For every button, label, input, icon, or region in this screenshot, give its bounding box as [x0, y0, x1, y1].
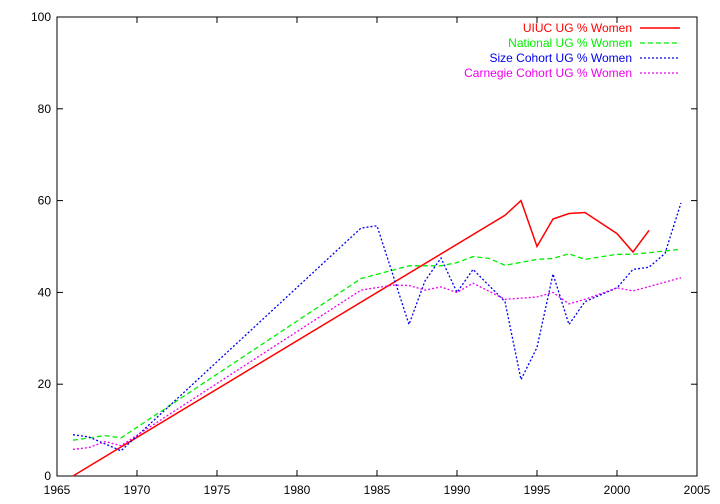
y-tick-label: 20: [38, 377, 52, 391]
ticks: 1965 1970 1975 1980 1985 1990 1995 2000 2005 0 20 4…: [31, 10, 711, 497]
y-tick-label: 100: [31, 10, 51, 24]
plot-frame: [56, 16, 698, 477]
y-tick-label: 60: [38, 194, 52, 208]
x-tick-label: 2005: [684, 483, 711, 497]
x-tick-label: 1980: [284, 483, 311, 497]
series-line-2: [72, 248, 682, 441]
series-line-4: [72, 277, 682, 451]
series-line-1: [72, 199, 650, 477]
series-line-3: [72, 202, 682, 452]
y-tick-label: 0: [44, 469, 51, 483]
x-tick-label: 1995: [524, 483, 551, 497]
x-tick-label: 1970: [124, 483, 151, 497]
legend-label-2: National UG % Women: [508, 36, 632, 50]
x-tick-label: 2000: [604, 483, 631, 497]
x-tick-label: 1975: [204, 483, 231, 497]
legend-label-4: Carnegie Cohort UG % Women: [464, 66, 632, 80]
legend-label-3: Size Cohort UG % Women: [490, 51, 633, 65]
x-tick-label: 1990: [444, 483, 471, 497]
axes: [56, 16, 698, 477]
y-tick-label: 40: [38, 285, 52, 299]
y-tick-label: 80: [38, 102, 52, 116]
x-tick-label: 1965: [44, 483, 71, 497]
legend-label-1: UIUC UG % Women: [523, 21, 632, 35]
x-tick-label: 1985: [364, 483, 391, 497]
series-lines: [72, 199, 682, 477]
